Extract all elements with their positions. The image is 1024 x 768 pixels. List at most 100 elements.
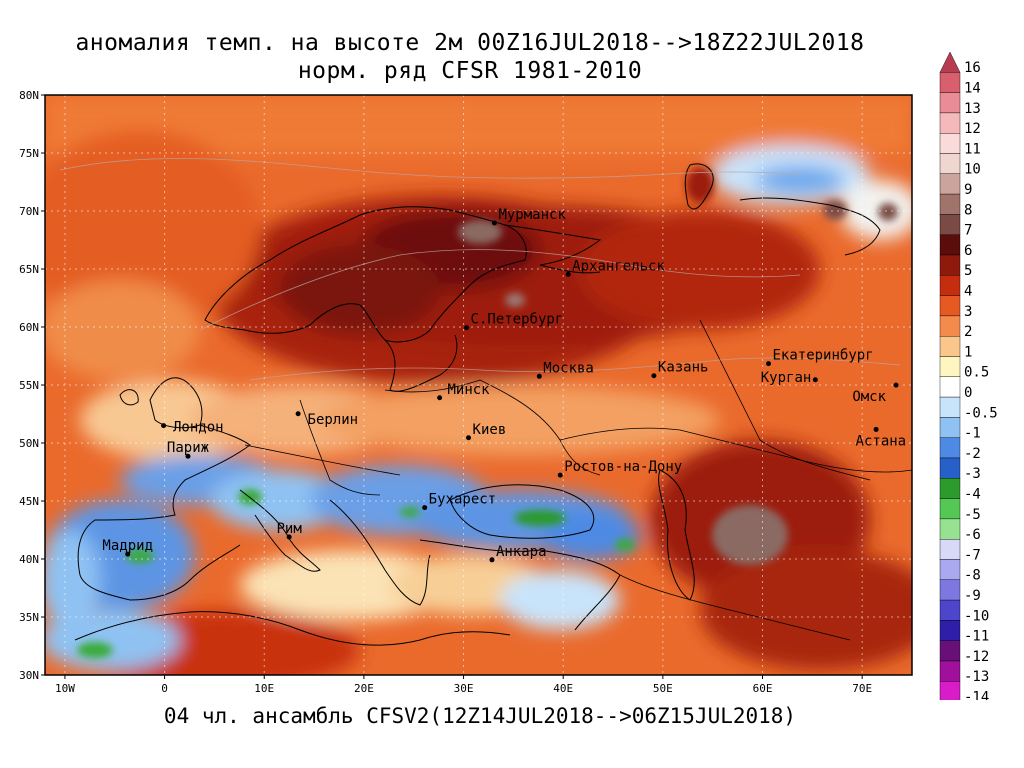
- colorbar-swatch: [939, 539, 961, 560]
- colorbar-top-arrow: [939, 51, 961, 73]
- city-dot: [125, 551, 131, 557]
- colorbar-label: 13: [964, 101, 981, 117]
- city-label: Бухарест: [429, 492, 496, 508]
- lat-tick-label: 60N: [19, 321, 39, 334]
- ensemble-footer: 04 чл. ансамбль CFSV2(12Z14JUL2018-->06Z…: [163, 704, 797, 728]
- colorbar-swatch: [939, 214, 961, 235]
- colorbar-swatch: [939, 254, 961, 276]
- city-dot: [286, 534, 292, 540]
- colorbar-label: -9: [964, 588, 981, 604]
- city-dot: [651, 373, 657, 379]
- city-dot: [893, 382, 899, 388]
- colorbar-swatch: [939, 518, 961, 540]
- colorbar-label: -7: [964, 547, 981, 563]
- lat-tick-label: 35N: [19, 611, 39, 624]
- lat-tick-label: 65N: [19, 263, 39, 276]
- lat-tick-label: 55N: [19, 379, 39, 392]
- colorbar-label: -4: [964, 486, 981, 502]
- city-label: Архангельск: [572, 258, 665, 274]
- colorbar-label: -12: [964, 649, 989, 665]
- colorbar-swatch: [939, 153, 961, 174]
- city-markers: Мурманск Архангельск С.Петербург Москва Каза…: [102, 207, 907, 563]
- city-label: Курган: [761, 370, 812, 386]
- lat-tick-label: 75N: [19, 147, 39, 160]
- colorbar-label: -1: [964, 426, 981, 442]
- city-dot: [161, 423, 167, 429]
- colorbar-label: 2: [964, 324, 972, 340]
- lat-tick-label: 40N: [19, 553, 39, 566]
- lat-tick-label: 45N: [19, 495, 39, 508]
- anomaly-map: Мурманск Архангельск С.Петербург Москва Каза…: [19, 51, 998, 700]
- city-dot: [464, 325, 470, 331]
- colorbar-swatch: [939, 437, 961, 459]
- city-label: Анкара: [496, 544, 547, 560]
- colorbar-label: 6: [964, 243, 972, 259]
- city-label: Рим: [277, 521, 303, 537]
- colorbar-label: 14: [964, 80, 981, 96]
- city-label: Астана: [856, 433, 907, 449]
- colorbar-swatch: [939, 640, 961, 662]
- colorbar-label: 16: [964, 60, 981, 76]
- colorbar-swatch: [939, 315, 961, 337]
- lat-tick-label: 50N: [19, 437, 39, 450]
- map-subtitle: норм. ряд CFSR 1981-2010: [297, 58, 643, 84]
- city-label: Минск: [447, 382, 490, 398]
- colorbar-label: -14: [964, 689, 989, 700]
- city-dot: [185, 453, 191, 459]
- colorbar-swatch: [939, 173, 961, 195]
- lon-tick-label: 20E: [354, 682, 374, 695]
- colorbar-label: 3: [964, 304, 972, 320]
- city-label: Париж: [167, 440, 210, 456]
- colorbar-swatch: [939, 112, 961, 134]
- graticule: [45, 95, 912, 675]
- colorbar-swatch: [939, 457, 961, 479]
- colorbar-swatch: [939, 681, 961, 700]
- lon-tick-label: 60E: [753, 682, 773, 695]
- colorbar-swatch: [939, 620, 961, 641]
- city-dot: [422, 505, 428, 511]
- city-label: Мадрид: [102, 538, 153, 554]
- colorbar-swatch: [939, 356, 961, 377]
- colorbar-swatch: [939, 599, 961, 621]
- colorbar-label: 8: [964, 202, 972, 218]
- colorbar-swatch: [939, 132, 961, 154]
- colorbar-swatch: [939, 72, 961, 93]
- colorbar-swatch: [939, 579, 961, 601]
- borders: [244, 319, 912, 641]
- colorbar-swatch: [939, 376, 961, 398]
- city-label: Киев: [473, 422, 507, 438]
- colorbar-label: -3: [964, 466, 981, 482]
- lon-tick-label: 40E: [553, 682, 573, 695]
- colorbar-swatch: [939, 193, 961, 215]
- city-dot: [565, 271, 571, 277]
- colorbar-swatch: [939, 417, 961, 438]
- city-label: Москва: [543, 360, 594, 376]
- lon-tick-label: 50E: [653, 682, 673, 695]
- city-dot: [873, 426, 879, 432]
- colorbar-swatch: [939, 660, 961, 682]
- city-dot: [765, 361, 771, 367]
- colorbar-label: 9: [964, 182, 972, 198]
- lat-tick-label: 70N: [19, 205, 39, 218]
- city-dot: [295, 411, 301, 417]
- colorbar-label: 12: [964, 121, 981, 137]
- map-title: аномалия темп. на высоте 2м 00Z16JUL2018…: [75, 30, 865, 56]
- colorbar-label: 10: [964, 162, 981, 178]
- axes: 80N 75N 70N 65N 60N 55N 50N 45N 40N 35N 30N 10W 0 10E…: [19, 89, 872, 695]
- city-dot: [557, 472, 563, 478]
- city-dot: [489, 557, 495, 563]
- colorbar-swatch: [939, 92, 961, 114]
- city-label: Мурманск: [498, 207, 566, 223]
- lon-tick-label: 30E: [454, 682, 474, 695]
- colorbar-swatch: [939, 336, 961, 357]
- city-label: Ростов-на-Дону: [564, 459, 682, 475]
- contours: [59, 158, 901, 381]
- colorbar-label: -0.5: [964, 405, 998, 421]
- colorbar-label: 0: [964, 385, 972, 401]
- lon-tick-label: 10W: [55, 682, 75, 695]
- city-label: Берлин: [308, 412, 359, 428]
- colorbar-swatch: [939, 234, 961, 256]
- colorbar-swatch: [939, 478, 961, 499]
- colorbar-label: 0.5: [964, 365, 989, 381]
- colorbar-label: -5: [964, 507, 981, 523]
